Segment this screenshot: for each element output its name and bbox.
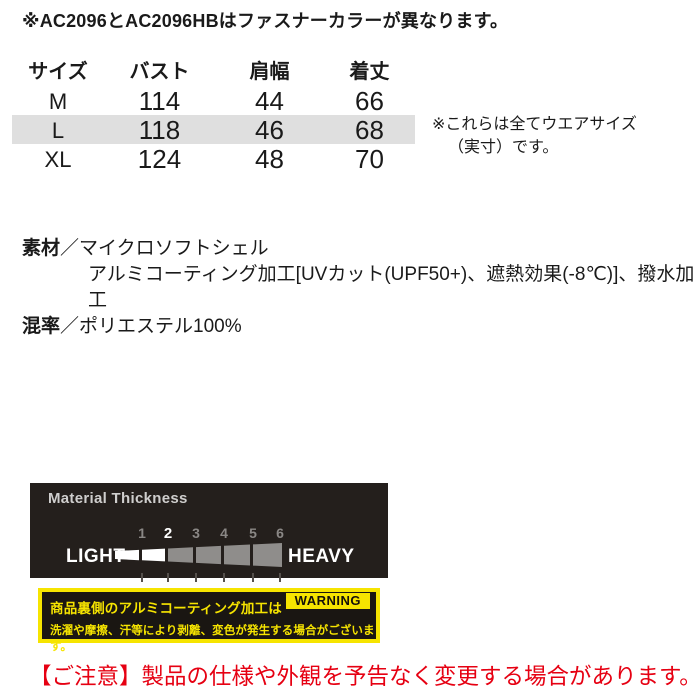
- blend-value: ポリエステル100%: [79, 316, 242, 337]
- thickness-level-5: 5: [249, 525, 257, 541]
- blend-separator: ／: [60, 316, 80, 337]
- material-thickness-gauge: Material Thickness LIGHT HEAVY 1 2 3 4 5…: [30, 483, 388, 582]
- size-table-header: サイズ バスト 肩幅 着丈: [12, 52, 415, 86]
- thickness-title: Material Thickness: [48, 490, 188, 507]
- length-value: 66: [355, 86, 384, 116]
- material-value: マイクロソフトシェル: [79, 238, 269, 259]
- wear-size-note-line2: （実寸）です。: [448, 139, 559, 156]
- blend-label: 混率: [22, 316, 61, 337]
- material-detail-line: アルミコーティング加工[UVカット(UPF50+)、遮熱効果(-8℃)]、撥水加…: [88, 264, 695, 311]
- col-header-size: サイズ: [28, 60, 88, 83]
- thickness-heavy-label: HEAVY: [288, 546, 355, 567]
- table-row-m: M 114 44 66: [12, 86, 415, 116]
- bust-value: 114: [138, 86, 181, 116]
- warning-line2: 洗濯や摩擦、汗等により剥離、変色が発生する場合がございます。: [50, 625, 375, 653]
- shoulder-value: 46: [255, 115, 284, 145]
- material-label: 素材: [22, 238, 61, 259]
- thickness-level-3: 3: [192, 525, 200, 541]
- col-header-length: 着丈: [349, 60, 390, 83]
- table-row-l: L 118 46 68: [12, 115, 415, 145]
- wear-size-note-line1: ※これらは全てウエアサイズ: [432, 116, 637, 133]
- bust-value: 124: [137, 144, 182, 174]
- size-value: XL: [44, 146, 72, 172]
- material-separator: ／: [60, 238, 80, 259]
- warning-line1: 商品裏側のアルミコーティング加工は: [50, 601, 282, 616]
- length-value: 70: [355, 144, 384, 174]
- size-table: サイズ バスト 肩幅 着丈 M 114 44 66 L 118 46 68 XL…: [12, 52, 415, 174]
- warning-box-inner: WARNING 商品裏側のアルミコーティング加工は 洗濯や摩擦、汗等により剥離、…: [42, 592, 376, 653]
- blend-line: 混率／ポリエステル100%: [22, 314, 700, 340]
- warning-tag: WARNING: [285, 593, 370, 609]
- length-value: 68: [355, 115, 384, 145]
- warning-box: WARNING 商品裏側のアルミコーティング加工は 洗濯や摩擦、汗等により剥離、…: [38, 588, 380, 653]
- col-header-shoulder: 肩幅: [249, 60, 290, 83]
- material-line: 素材／マイクロソフトシェル: [22, 236, 700, 262]
- thickness-wedge-icon: [115, 543, 282, 582]
- thickness-level-2: 2: [163, 525, 173, 542]
- col-header-bust: バスト: [129, 60, 190, 83]
- shoulder-value: 44: [255, 86, 284, 116]
- size-value: M: [48, 88, 68, 114]
- thickness-level-6: 6: [276, 525, 284, 541]
- thickness-level-4: 4: [220, 525, 228, 541]
- table-row-xl: XL 124 48 70: [12, 144, 415, 174]
- material-specs: 素材／マイクロソフトシェル アルミコーティング加工[UVカット(UPF50+)、…: [22, 236, 700, 340]
- thickness-level-1: 1: [138, 525, 146, 541]
- thickness-light-label: LIGHT: [66, 546, 126, 567]
- size-value: L: [51, 117, 65, 143]
- change-notice: 【ご注意】製品の仕様や外観を予告なく変更する場合があります。: [29, 664, 700, 689]
- bust-value: 118: [138, 115, 181, 145]
- shoulder-value: 48: [255, 144, 284, 174]
- zipper-color-note: ※AC2096とAC2096HBはファスナーカラーが異なります。: [22, 11, 509, 31]
- wear-size-note: ※これらは全てウエアサイズ （実寸）です。: [432, 113, 637, 159]
